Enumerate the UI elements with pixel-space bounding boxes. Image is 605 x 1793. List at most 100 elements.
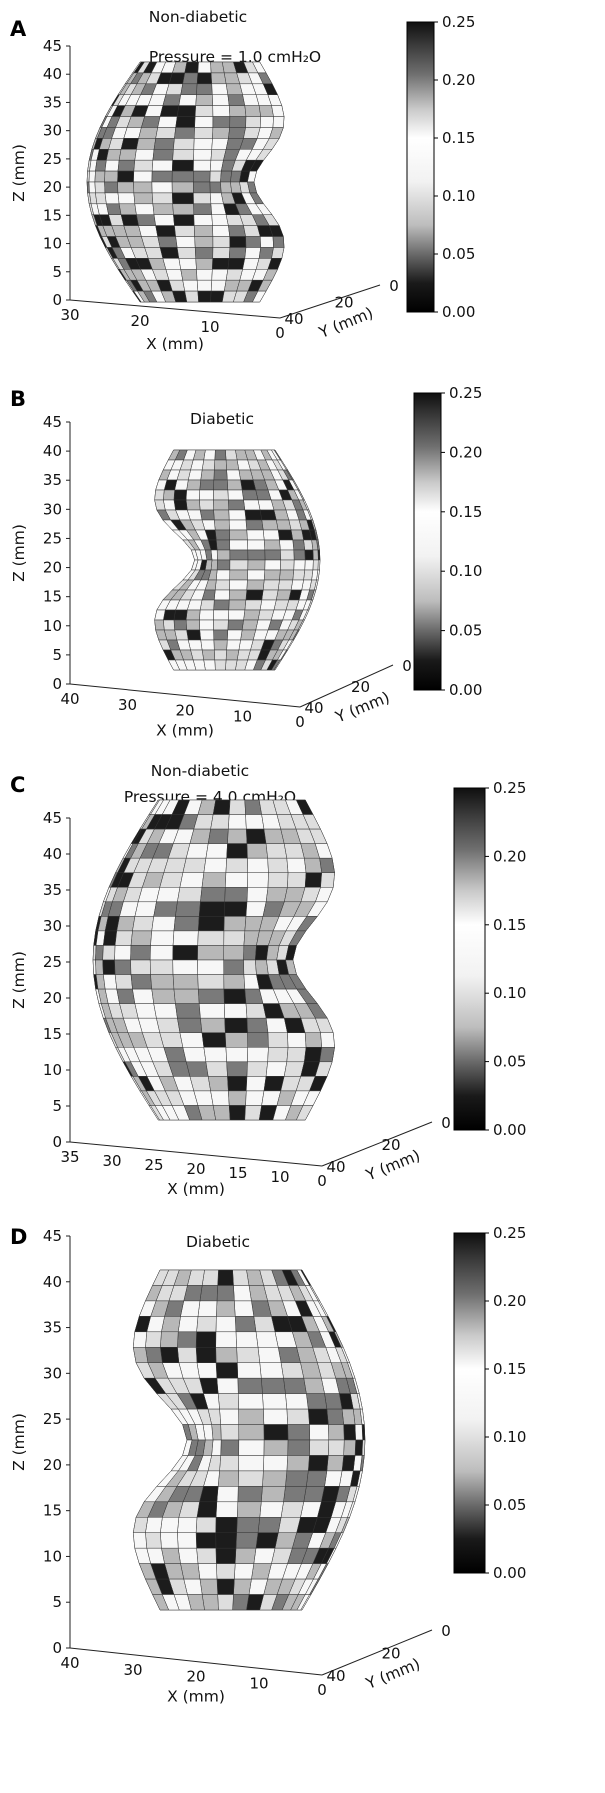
surface-patch <box>134 1003 157 1019</box>
colorbar-tick-label: 0.25 <box>493 779 526 797</box>
surface-patch <box>227 258 246 270</box>
surface-patch <box>228 225 246 237</box>
surface-patch <box>88 181 96 194</box>
surface-patch <box>196 1547 217 1564</box>
surface-patch <box>229 579 248 591</box>
surface-patch <box>216 1377 239 1394</box>
surface-patch <box>217 1470 239 1487</box>
surface-patch <box>259 116 274 128</box>
surface-patch <box>277 579 294 591</box>
surface-patch <box>172 959 198 975</box>
z-tick-label: 15 <box>43 1025 62 1043</box>
surface-patch <box>306 1470 328 1487</box>
surface-patch <box>257 609 275 621</box>
surface-patch <box>198 1003 225 1019</box>
colorbar-gradient <box>406 21 435 313</box>
surface-patch <box>120 138 139 150</box>
z-tick-label: 20 <box>43 559 62 577</box>
surface-patch <box>145 1347 163 1363</box>
surface-patch <box>255 959 269 975</box>
colorbar-tick-label: 0.10 <box>449 562 482 580</box>
surface-patch <box>246 887 269 903</box>
surface-patch <box>132 1532 148 1549</box>
z-axis-label: Z (mm) <box>10 524 28 582</box>
surface-patch <box>193 214 213 226</box>
surface-patch <box>195 1347 217 1363</box>
surface-patch <box>194 116 214 128</box>
surface-patch <box>304 1047 323 1063</box>
x-tick-label: 20 <box>175 702 194 720</box>
surface-patch <box>152 149 174 161</box>
x-axis-line <box>69 683 301 708</box>
x-tick-label: 10 <box>233 707 252 725</box>
z-tick-label: 15 <box>43 588 62 606</box>
surface-patch <box>304 872 323 888</box>
surface-patch <box>185 499 201 511</box>
surface-patch <box>343 1439 356 1456</box>
surface-patch <box>114 945 132 961</box>
surface-mesh <box>86 61 285 303</box>
surface-patch <box>265 843 288 859</box>
surface-patch <box>244 599 263 611</box>
surface-patch <box>226 1061 248 1077</box>
surface-patch <box>307 1455 329 1472</box>
surface-patch <box>246 1061 268 1077</box>
surface-patch <box>173 619 187 631</box>
surface-patch <box>265 887 288 903</box>
surface-patch <box>233 1285 252 1302</box>
surface-patch <box>292 569 306 581</box>
surface-patch <box>213 469 228 481</box>
colorbar: 0.00 0.05 0.10 0.15 0.20 0.25 <box>453 779 526 1139</box>
surface-patch <box>277 1347 301 1363</box>
surface-patch <box>280 1501 305 1518</box>
surface-patch <box>238 1455 265 1472</box>
surface-patch <box>341 1408 356 1425</box>
surface-patch <box>203 659 216 671</box>
x-tick-label: 0 <box>317 1172 327 1190</box>
surface-patch <box>235 1331 259 1348</box>
surface-patch <box>285 1470 309 1487</box>
surface-patch <box>246 843 268 859</box>
surface-patch <box>292 539 306 551</box>
surface-patch <box>149 945 174 961</box>
surface-patch <box>213 479 229 491</box>
z-axis-label: Z (mm) <box>10 951 28 1009</box>
surface-patch <box>243 959 257 975</box>
surface-patch <box>225 857 248 873</box>
colorbar-tick-label: 0.20 <box>449 443 482 461</box>
z-tick-label: 40 <box>43 65 62 83</box>
surface-patch <box>290 529 304 541</box>
surface-patch <box>116 916 136 932</box>
surface-patch <box>255 1331 279 1348</box>
surface-patch <box>244 799 262 815</box>
surface-patch <box>234 1563 255 1580</box>
surface-patch <box>145 1532 162 1549</box>
surface-patch <box>212 105 231 117</box>
surface-patch <box>238 1408 265 1425</box>
surface-patch <box>141 116 161 128</box>
surface-patch <box>195 1517 217 1533</box>
surface-patch <box>263 1424 289 1441</box>
surface-patch <box>132 1517 149 1533</box>
surface-patch <box>214 649 227 661</box>
surface-patch <box>194 105 214 117</box>
surface-patch <box>228 599 247 611</box>
surface-patch <box>196 1362 218 1379</box>
colorbar-tick-label: 0.20 <box>493 1292 526 1310</box>
surface-patch <box>114 974 133 990</box>
surface-patch <box>194 236 214 248</box>
surface-patch <box>219 1408 239 1425</box>
surface-patch <box>203 857 227 873</box>
surface-patch <box>229 559 249 571</box>
surface-patch <box>205 843 228 859</box>
colorbar-tick-label: 0.15 <box>442 129 475 147</box>
surface-patch <box>186 479 201 491</box>
panel-letter: D <box>10 1225 27 1249</box>
surface-patch <box>154 489 165 501</box>
surface-patch <box>213 629 229 641</box>
surface-patch <box>212 236 231 248</box>
surface-patch <box>203 1047 227 1063</box>
surface-patch <box>243 499 261 511</box>
